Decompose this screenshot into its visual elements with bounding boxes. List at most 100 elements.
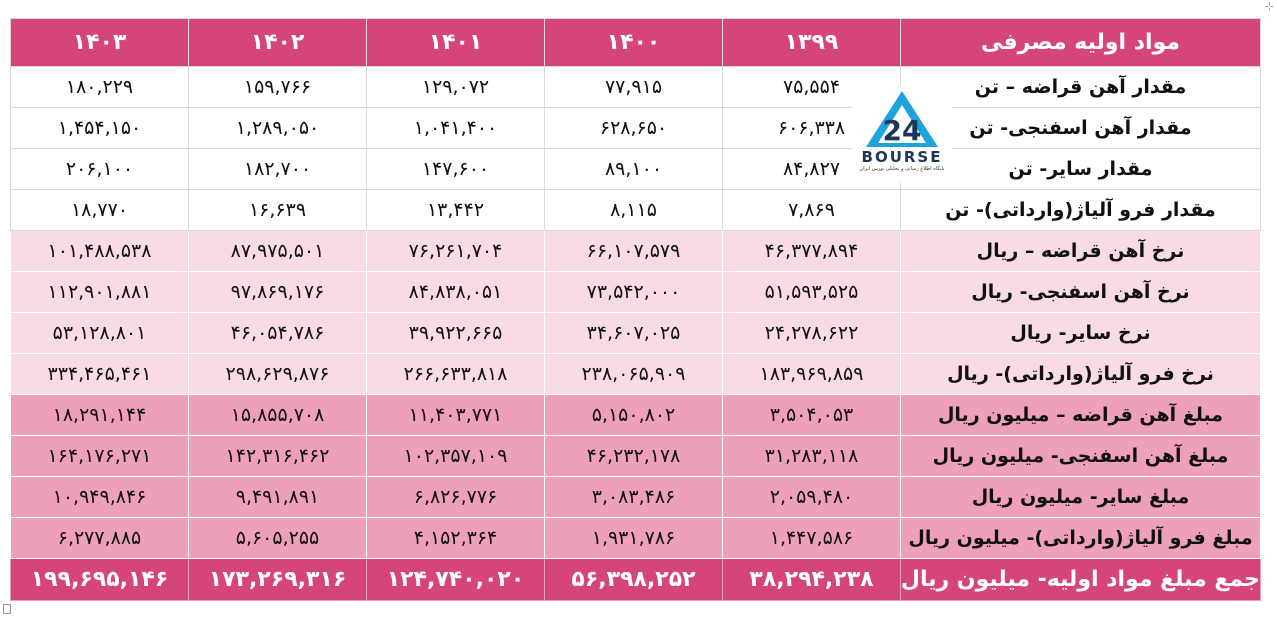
total-cell: ۱۹۹,۶۹۵,۱۴۶ [10, 558, 189, 601]
cell: ۶,۸۲۶,۷۷۶ [366, 476, 545, 518]
bourse24-logo: 24 BOURSE پایگاه اطلاع رسانی و تحلیلی بو… [852, 85, 952, 183]
cell: ۸,۱۱۵ [544, 189, 723, 231]
row-label: مقدار فرو آلیاژ(وارداتی)- تن [900, 189, 1261, 231]
table-row: مقدار آهن اسفنجی- تن ۶۰۶,۳۳۸ ۶۲۸,۶۵۰ ۱,۰… [10, 107, 1261, 149]
row-label: مبلغ آهن اسفنجی- میلیون ریال [900, 435, 1261, 477]
logo-number: 24 [883, 114, 922, 147]
cell: ۱۲۹,۰۷۲ [366, 66, 545, 108]
row-label: نرخ فرو آلیاژ(وارداتی)- ریال [900, 353, 1261, 395]
cell: ۷۷,۹۱۵ [544, 66, 723, 108]
cell: ۱,۹۳۱,۷۸۶ [544, 517, 723, 559]
cell: ۲۶۶,۶۳۳,۸۱۸ [366, 353, 545, 395]
header-row: مواد اولیه مصرفی ۱۳۹۹ ۱۴۰۰ ۱۴۰۱ ۱۴۰۲ ۱۴۰… [10, 18, 1261, 67]
table-row: نرخ فرو آلیاژ(وارداتی)- ریال ۱۸۳,۹۶۹,۸۵۹… [10, 353, 1261, 395]
cell: ۷,۸۶۹ [722, 189, 901, 231]
cell: ۱۸,۲۹۱,۱۴۴ [10, 394, 189, 436]
cell: ۵۳,۱۲۸,۸۰۱ [10, 312, 189, 354]
cell: ۳۳۴,۴۶۵,۴۶۱ [10, 353, 189, 395]
cell: ۵۱,۵۹۳,۵۲۵ [722, 271, 901, 313]
total-row: جمع مبلغ مواد اولیه- میلیون ریال ۳۸,۲۹۴,… [10, 558, 1261, 601]
table-row: نرخ آهن اسفنجی- ریال ۵۱,۵۹۳,۵۲۵ ۷۳,۵۴۲,۰… [10, 271, 1261, 313]
cell: ۳,۵۰۴,۰۵۳ [722, 394, 901, 436]
cell: ۱۸۳,۹۶۹,۸۵۹ [722, 353, 901, 395]
cell: ۴۶,۳۷۷,۸۹۴ [722, 230, 901, 272]
cell: ۶۶,۱۰۷,۵۷۹ [544, 230, 723, 272]
cell: ۱۶,۶۳۹ [188, 189, 367, 231]
header-year-1402: ۱۴۰۲ [188, 18, 367, 67]
cell: ۹۷,۸۶۹,۱۷۶ [188, 271, 367, 313]
cell: ۱۴۷,۶۰۰ [366, 148, 545, 190]
header-year-1399: ۱۳۹۹ [722, 18, 901, 67]
header-year-1400: ۱۴۰۰ [544, 18, 723, 67]
cell: ۷۶,۲۶۱,۷۰۴ [366, 230, 545, 272]
row-label: مقدار سایر- تن [900, 148, 1261, 190]
cell: ۲۰۶,۱۰۰ [10, 148, 189, 190]
row-label: نرخ آهن اسفنجی- ریال [900, 271, 1261, 313]
cell: ۶۲۸,۶۵۰ [544, 107, 723, 149]
cell: ۱۰۱,۴۸۸,۵۳۸ [10, 230, 189, 272]
row-label: نرخ سایر- ریال [900, 312, 1261, 354]
table-row: نرخ سایر- ریال ۲۴,۲۷۸,۶۲۲ ۳۴,۶۰۷,۰۲۵ ۳۹,… [10, 312, 1261, 354]
scroll-marker [3, 604, 11, 614]
total-cell: ۳۸,۲۹۴,۲۳۸ [722, 558, 901, 601]
cell: ۴۶,۲۳۲,۱۷۸ [544, 435, 723, 477]
cell: ۸۷,۹۷۵,۵۰۱ [188, 230, 367, 272]
cell: ۱,۴۵۴,۱۵۰ [10, 107, 189, 149]
cell: ۸۴,۸۳۸,۰۵۱ [366, 271, 545, 313]
cell: ۳۹,۹۲۲,۶۶۵ [366, 312, 545, 354]
row-label: مقدار آهن قراضه – تن [900, 66, 1261, 108]
cell: ۱۱۲,۹۰۱,۸۸۱ [10, 271, 189, 313]
header-label: مواد اولیه مصرفی [900, 18, 1261, 67]
table-row: نرخ آهن قراضه – ریال ۴۶,۳۷۷,۸۹۴ ۶۶,۱۰۷,۵… [10, 230, 1261, 272]
cell: ۲۴,۲۷۸,۶۲۲ [722, 312, 901, 354]
total-cell: ۵۶,۳۹۸,۲۵۲ [544, 558, 723, 601]
cell: ۱,۴۴۷,۵۸۶ [722, 517, 901, 559]
table-row: مبلغ آهن اسفنجی- میلیون ریال ۳۱,۲۸۳,۱۱۸ … [10, 435, 1261, 477]
cell: ۲۳۸,۰۶۵,۹۰۹ [544, 353, 723, 395]
table-row: مبلغ آهن قراضه – میلیون ریال ۳,۵۰۴,۰۵۳ ۵… [10, 394, 1261, 436]
table-row: مبلغ فرو آلیاژ(وارداتی)- میلیون ریال ۱,۴… [10, 517, 1261, 559]
cell: ۳۴,۶۰۷,۰۲۵ [544, 312, 723, 354]
cell: ۲,۰۵۹,۴۸۰ [722, 476, 901, 518]
row-label: نرخ آهن قراضه – ریال [900, 230, 1261, 272]
cell: ۹,۴۹۱,۸۹۱ [188, 476, 367, 518]
cell: ۱۵,۸۵۵,۷۰۸ [188, 394, 367, 436]
resize-handle-icon[interactable]: ⊹ [1264, 0, 1274, 13]
cell: ۶,۲۷۷,۸۸۵ [10, 517, 189, 559]
cell: ۱۱,۴۰۳,۷۷۱ [366, 394, 545, 436]
raw-materials-table: مواد اولیه مصرفی ۱۳۹۹ ۱۴۰۰ ۱۴۰۱ ۱۴۰۲ ۱۴۰… [10, 18, 1261, 601]
cell: ۲۹۸,۶۲۹,۸۷۶ [188, 353, 367, 395]
row-label: مبلغ آهن قراضه – میلیون ریال [900, 394, 1261, 436]
cell: ۱,۲۸۹,۰۵۰ [188, 107, 367, 149]
cell: ۴,۱۵۲,۳۶۴ [366, 517, 545, 559]
cell: ۱۸۰,۲۲۹ [10, 66, 189, 108]
cell: ۱,۰۴۱,۴۰۰ [366, 107, 545, 149]
total-label: جمع مبلغ مواد اولیه- میلیون ریال [900, 558, 1261, 601]
table-row: مقدار آهن قراضه – تن ۷۵,۵۵۴ ۷۷,۹۱۵ ۱۲۹,۰… [10, 66, 1261, 108]
cell: ۱۶۴,۱۷۶,۲۷۱ [10, 435, 189, 477]
table-row: مبلغ سایر- میلیون ریال ۲,۰۵۹,۴۸۰ ۳,۰۸۳,۴… [10, 476, 1261, 518]
cell: ۱۴۲,۳۱۶,۴۶۲ [188, 435, 367, 477]
cell: ۵,۶۰۵,۲۵۵ [188, 517, 367, 559]
cell: ۱۵۹,۷۶۶ [188, 66, 367, 108]
cell: ۳۱,۲۸۳,۱۱۸ [722, 435, 901, 477]
total-cell: ۱۷۳,۲۶۹,۳۱۶ [188, 558, 367, 601]
cell: ۴۶,۰۵۴,۷۸۶ [188, 312, 367, 354]
cell: ۱۸۲,۷۰۰ [188, 148, 367, 190]
logo-subtitle: پایگاه اطلاع رسانی و تحلیلی بورس ایران [859, 166, 945, 172]
header-year-1401: ۱۴۰۱ [366, 18, 545, 67]
cell: ۱۰,۹۴۹,۸۴۶ [10, 476, 189, 518]
logo-text: BOURSE [861, 148, 943, 166]
row-label: مبلغ سایر- میلیون ریال [900, 476, 1261, 518]
row-label: مبلغ فرو آلیاژ(وارداتی)- میلیون ریال [900, 517, 1261, 559]
table-row: مقدار سایر- تن ۸۴,۸۲۷ ۸۹,۱۰۰ ۱۴۷,۶۰۰ ۱۸۲… [10, 148, 1261, 190]
cell: ۱۳,۴۴۲ [366, 189, 545, 231]
cell: ۳,۰۸۳,۴۸۶ [544, 476, 723, 518]
cell: ۸۹,۱۰۰ [544, 148, 723, 190]
logo-triangle-icon: 24 [866, 91, 938, 147]
cell: ۵,۱۵۰,۸۰۲ [544, 394, 723, 436]
row-label: مقدار آهن اسفنجی- تن [900, 107, 1261, 149]
header-year-1403: ۱۴۰۳ [10, 18, 189, 67]
cell: ۱۸,۷۷۰ [10, 189, 189, 231]
table-row: مقدار فرو آلیاژ(وارداتی)- تن ۷,۸۶۹ ۸,۱۱۵… [10, 189, 1261, 231]
